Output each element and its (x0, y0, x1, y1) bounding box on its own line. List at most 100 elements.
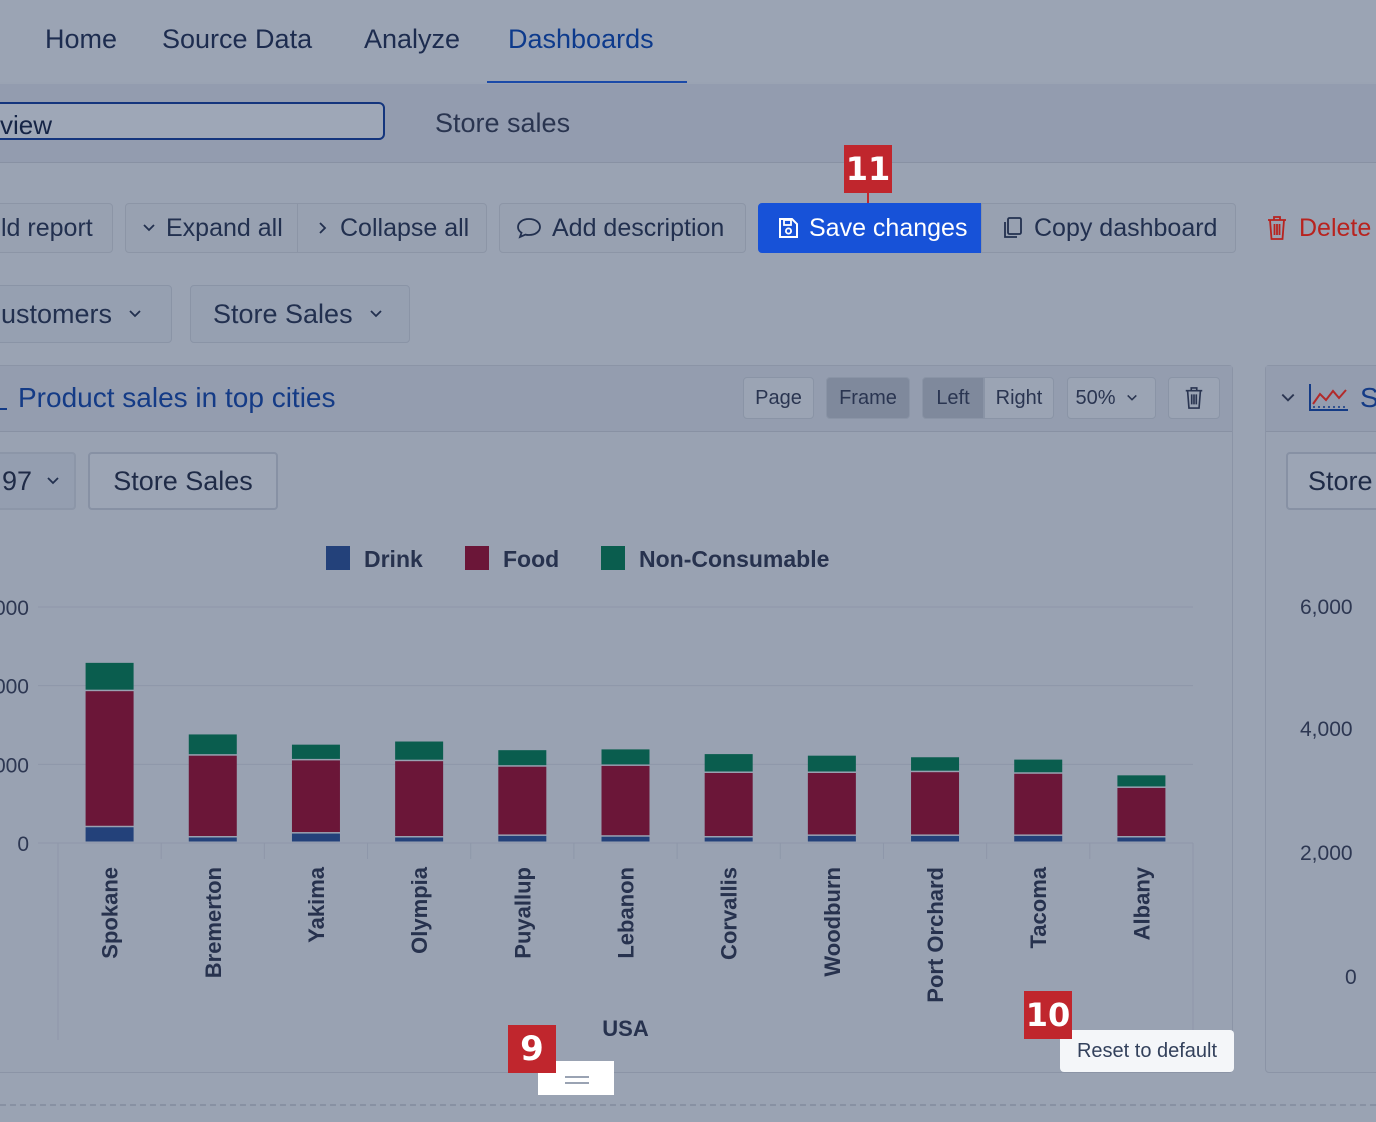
y-tick-label: 4,000 (1300, 718, 1353, 741)
x-axis-title: USA (602, 1016, 649, 1041)
bar-segment-food (85, 691, 134, 826)
nav-tab-analyze[interactable]: Analyze (364, 24, 461, 54)
bar-segment-non-consumable (85, 662, 134, 690)
stacked-bar-chart: 0000000000SpokaneBremertonYakimaOlympiaP… (0, 546, 1194, 1041)
x-category-label: Lebanon (614, 867, 639, 959)
store-sales-filter-dropdown[interactable]: Store Sales (190, 285, 410, 343)
customers-filter-dropdown[interactable]: ustomers (0, 285, 172, 343)
report-2-title[interactable]: S (1360, 382, 1376, 413)
dashboard-tab-store-sales[interactable]: Store sales (435, 108, 571, 138)
frame-toggle[interactable]: Frame (826, 377, 910, 419)
report-title[interactable]: Product sales in top cities (18, 382, 336, 413)
bar-segment-drink (85, 827, 134, 842)
legend-label: Non-Consumable (639, 546, 829, 572)
x-category-label: Woodburn (820, 867, 845, 977)
chevron-down-icon[interactable] (1280, 390, 1296, 406)
delete-dashboard-button[interactable]: Delete (1263, 203, 1376, 253)
year-filter-dropdown[interactable]: 97 (0, 452, 76, 510)
y-tick-label: 6,000 (1300, 596, 1353, 619)
year-filter-value: 97 (2, 465, 33, 496)
bar-segment-non-consumable (807, 755, 856, 772)
nav-tab-source-data[interactable]: Source Data (162, 24, 313, 54)
bar-segment-food (188, 755, 237, 836)
bar-segment-food (911, 772, 960, 835)
nav-tab-dashboards[interactable]: Dashboards (508, 24, 654, 54)
bar-segment-non-consumable (188, 734, 237, 755)
bar-segment-non-consumable (395, 741, 444, 760)
bar-segment-non-consumable (911, 757, 960, 771)
annotation-pointer (867, 193, 869, 203)
collapse-all-button[interactable]: Collapse all (298, 204, 469, 252)
zoom-value: 50% (1075, 386, 1116, 409)
dashboard-name-input[interactable]: view (0, 102, 385, 140)
nav-tab-home[interactable]: Home (45, 24, 118, 54)
bar-segment-food (498, 766, 547, 835)
report-2-measure-button[interactable]: Store (1286, 452, 1376, 510)
bar-segment-non-consumable (704, 754, 753, 772)
bar-segment-food (807, 772, 856, 835)
y-tick-label: 2,000 (1300, 842, 1353, 865)
page-toggle[interactable]: Page (743, 377, 814, 419)
y-tick-label: 0 (1345, 966, 1357, 989)
legend-swatch (326, 546, 350, 570)
x-category-label: Bremerton (201, 867, 226, 978)
trash-icon (1268, 216, 1286, 240)
y-tick-label: 000 (0, 754, 29, 777)
annotation-badge-9: 9 (508, 1025, 556, 1073)
x-category-label: Yakima (304, 866, 329, 943)
add-description-button[interactable]: Add description (499, 203, 746, 253)
align-left-toggle[interactable]: Left (922, 377, 984, 419)
collapse-all-label: Collapse all (340, 213, 470, 242)
bar-segment-food (601, 765, 650, 836)
chevron-down-icon (129, 310, 141, 318)
remove-report-button[interactable] (1168, 377, 1220, 419)
x-category-label: Corvallis (717, 867, 742, 960)
add-description-label: Add description (552, 213, 725, 242)
bar-segment-drink (498, 835, 547, 842)
copy-icon (1004, 217, 1022, 238)
copy-dashboard-label: Copy dashboard (1034, 213, 1218, 242)
trash-icon (1185, 387, 1203, 409)
chevron-down-icon (369, 310, 382, 318)
expand-collapse-group: Expand all Collapse all (125, 203, 487, 253)
align-right-toggle[interactable]: Right (984, 377, 1054, 419)
bar-segment-non-consumable (498, 750, 547, 766)
bar-segment-drink (291, 833, 340, 842)
report-2-header (1266, 366, 1376, 432)
store-sales-filter-label: Store Sales (213, 298, 353, 329)
customers-filter-label: ustomers (1, 298, 113, 329)
chevron-right-icon (319, 222, 327, 234)
save-changes-button[interactable]: Save changes (758, 203, 981, 253)
bar-segment-drink (395, 837, 444, 842)
resize-handle[interactable] (538, 1061, 614, 1095)
add-report-button[interactable]: ld report (0, 203, 113, 253)
y-tick-label: 000 (0, 597, 29, 620)
top-nav: Home Source Data Analyze Dashboards (0, 0, 1376, 82)
line-chart-icon (1309, 384, 1348, 411)
measure-button[interactable]: Store Sales (88, 452, 278, 510)
expand-all-button[interactable]: Expand all (126, 204, 298, 252)
active-tab-indicator (487, 81, 687, 83)
copy-dashboard-button[interactable]: Copy dashboard (981, 203, 1236, 253)
y-tick-label: 000 (0, 676, 29, 699)
delete-label: Delete (1299, 213, 1372, 242)
bar-segment-drink (704, 837, 753, 842)
x-category-label: Olympia (407, 866, 432, 954)
collapse-marker (0, 408, 7, 410)
bar-segment-drink (1014, 835, 1063, 842)
annotation-badge-11: 11 (844, 145, 892, 193)
chevron-down-icon (47, 477, 59, 485)
bar-segment-non-consumable (1014, 759, 1063, 773)
save-changes-label: Save changes (809, 213, 968, 242)
chevron-down-icon (143, 224, 155, 232)
x-category-label: Albany (1129, 866, 1154, 940)
reset-to-default-tooltip[interactable]: Reset to default (1060, 1030, 1234, 1072)
bar-segment-food (704, 772, 753, 836)
legend-label: Drink (364, 546, 423, 572)
y-tick-label: 0 (17, 833, 29, 856)
legend-label: Food (503, 546, 559, 572)
bar-segment-non-consumable (291, 744, 340, 759)
zoom-dropdown[interactable]: 50% (1067, 377, 1156, 419)
add-report-label: ld report (1, 213, 93, 242)
bar-segment-food (291, 760, 340, 833)
